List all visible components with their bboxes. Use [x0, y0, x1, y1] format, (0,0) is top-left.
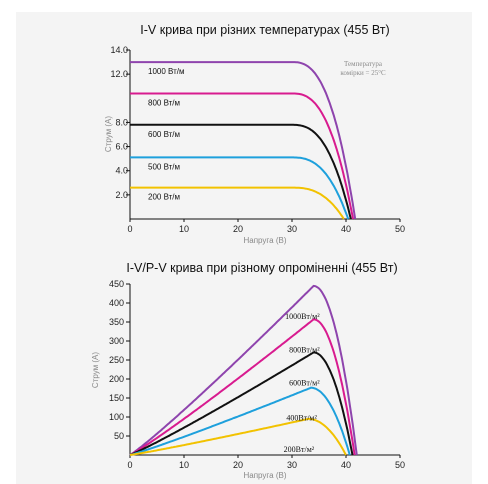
chart1-y-ticks: 2.0 4.0 6.0 8.0 12.0 14.0 [110, 45, 130, 200]
chart2-series-line [129, 386, 351, 456]
chart1-y-tick-label: 4.0 [115, 166, 128, 176]
chart2-x-tick-label: 10 [179, 460, 189, 470]
chart1-y-tick-label: 6.0 [115, 142, 128, 152]
chart2-y-tick-label: 300 [109, 336, 124, 346]
chart1-y-tick-label: 8.0 [115, 117, 128, 127]
chart1-x-tick-label: 20 [233, 224, 243, 234]
chart1-annotation-line1: Температура [344, 60, 383, 68]
chart2-series-label: 1000Вт/м² [285, 312, 320, 321]
chart1-x-tick-label: 0 [127, 224, 132, 234]
chart1-title: I-V крива при різних температурах (455 В… [140, 23, 389, 37]
chart1-x-ticks: 0 10 20 30 40 50 [127, 219, 405, 234]
chart1-series-label: 500 Вт/м [148, 162, 180, 171]
chart1-x-label: Напруга (В) [244, 236, 287, 245]
chart1-series-labels: 1000 Вт/м 800 Вт/м 600 Вт/м 500 Вт/м 200 Вт/… [148, 67, 184, 202]
chart2-series-line [129, 417, 347, 456]
chart1-y-tick-label: 2.0 [115, 190, 128, 200]
chart1-series [130, 61, 357, 220]
chart2-x-tick-label: 40 [341, 460, 351, 470]
chart1-annotation-line2: комірки = 25°C [340, 69, 386, 77]
chart2-x-label: Напруга (В) [244, 471, 287, 480]
chart2-y-tick-label: 400 [109, 298, 124, 308]
chart2-x-tick-label: 0 [127, 460, 132, 470]
chart1-series-line [130, 156, 350, 220]
chart2-y-tick-label: 150 [109, 393, 124, 403]
chart2-title: I-V/P-V крива при різному опроміненні (4… [126, 261, 397, 275]
chart1-x-tick-label: 50 [395, 224, 405, 234]
chart1-series-line [130, 61, 357, 220]
chart1-y-label: Струм (А) [104, 116, 113, 152]
chart1-series-line [130, 186, 345, 220]
chart2-series-label: 800Вт/м² [289, 345, 320, 354]
chart1-y-tick-label: 12.0 [110, 69, 128, 79]
chart2-y-tick-label: 250 [109, 355, 124, 365]
chart1-x-tick-label: 10 [179, 224, 189, 234]
chart2-y-tick-label: 450 [109, 279, 124, 289]
chart1-series-label: 600 Вт/м [148, 130, 180, 139]
chart2-series-line [129, 318, 356, 456]
figure-panel [16, 12, 472, 484]
chart2-x-tick-label: 20 [233, 460, 243, 470]
chart2-x-tick-label: 50 [395, 460, 405, 470]
chart2-x-ticks: 0 10 20 30 40 50 [127, 455, 405, 470]
chart2-series-label: 200Вт/м² [284, 445, 315, 454]
chart2-y-tick-label: 50 [114, 431, 124, 441]
chart1-x-tick-label: 40 [341, 224, 351, 234]
chart2-series-label: 600Вт/м² [289, 378, 320, 387]
chart1-y-tick-label: 14.0 [110, 45, 128, 55]
chart2-y-tick-label: 100 [109, 412, 124, 422]
chart2-y-tick-label: 200 [109, 374, 124, 384]
chart1-series-label: 200 Вт/м [148, 193, 180, 202]
chart2-x-tick-label: 30 [287, 460, 297, 470]
chart1-series-label: 1000 Вт/м [148, 67, 184, 76]
chart1-series-line [130, 92, 354, 220]
chart2-y-label: Струм (А) [91, 352, 100, 388]
chart2-plot-frame [129, 284, 400, 456]
chart2-series-labels: 1000Вт/м² 800Вт/м² 600Вт/м² 400Вт/м² 200Вт/м… [284, 312, 321, 454]
chart1-x-tick-label: 30 [287, 224, 297, 234]
chart2-series-line [129, 284, 358, 456]
chart1-series-line [130, 123, 352, 220]
chart2-y-ticks: 50 100 150 200 250 300 350 400 450 [109, 279, 130, 441]
chart2-series [129, 284, 358, 456]
chart2-series-label: 400Вт/м² [286, 414, 317, 423]
chart2-y-tick-label: 350 [109, 317, 124, 327]
chart2-series-line [129, 351, 354, 456]
chart1-series-label: 800 Вт/м [148, 98, 180, 107]
